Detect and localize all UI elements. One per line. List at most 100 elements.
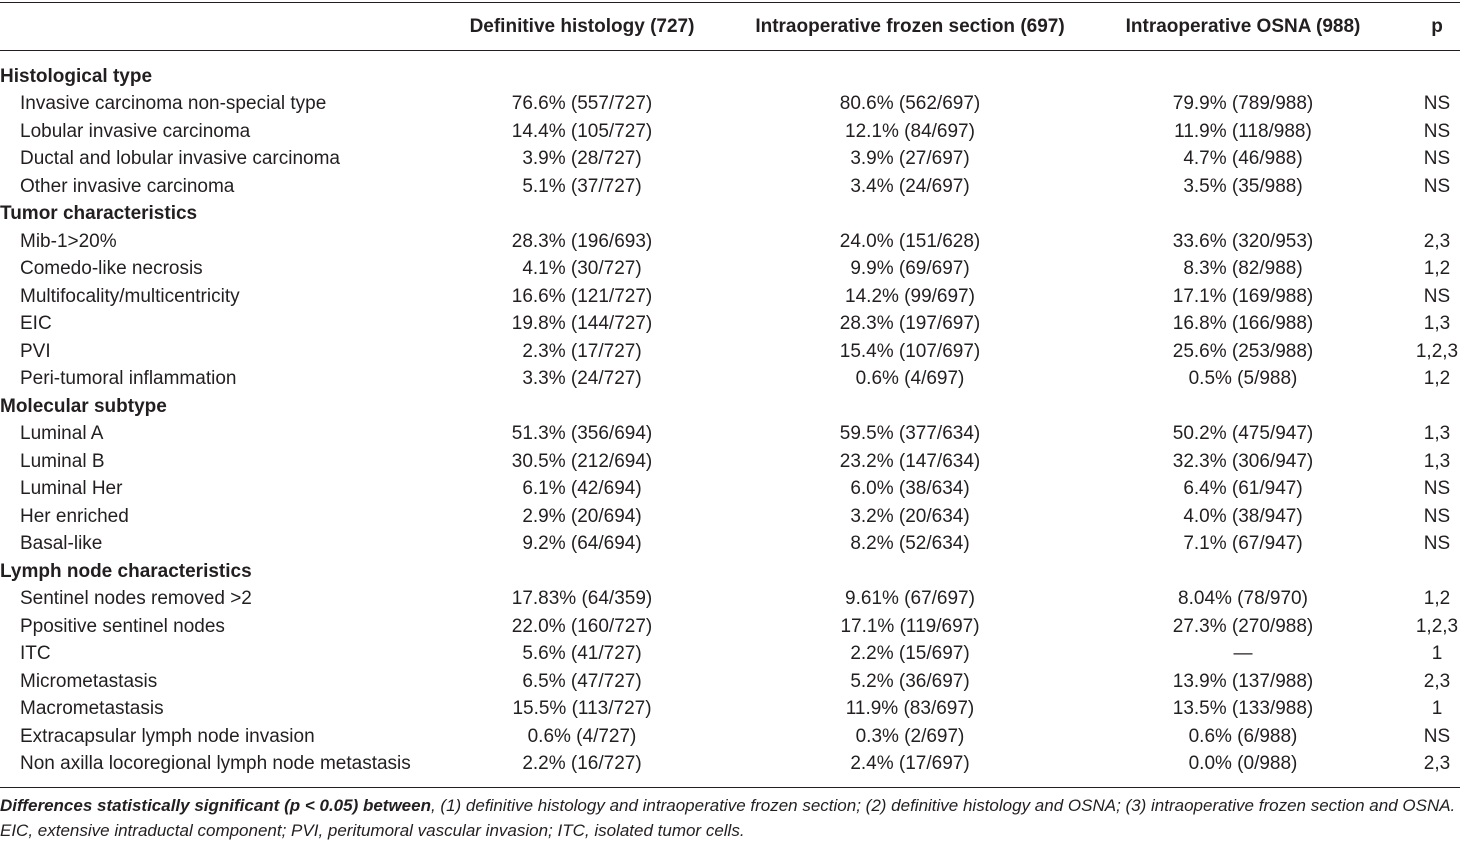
cell-definitive-histology: 6.1% (42/694) [522,478,642,499]
cell-p-value: 1,3 [1423,423,1451,444]
cell-frozen-section: 3.9% (27/697) [850,148,970,169]
row-label: Her enriched [20,505,129,527]
cell-p-value: NS [1423,148,1451,169]
footnote-bold-lead: Differences statistically significant (p… [0,796,431,815]
table-row: Ductal and lobular invasive carcinoma 3.9… [0,145,1460,173]
cell-osna: 4.0% (38/947) [1183,505,1303,527]
table-row: Extracapsular lymph node invasion 0.6% (4… [0,723,1460,751]
cell-definitive-histology: 15.5% (113/727) [512,698,652,719]
table-header-rule [0,50,1460,51]
cell-definitive-histology: 6.5% (47/727) [522,670,642,692]
cell-osna: 0.5% (5/988) [1188,368,1298,389]
cell-osna: 25.6% (253/988) [1172,340,1314,362]
row-label: Basal-like [20,533,103,554]
cell-definitive-histology: 14.4% (105/727) [511,120,653,142]
cell-p-value: 1 [1431,698,1443,719]
cell-frozen-section: 28.3% (197/697) [839,313,981,334]
cell-definitive-histology: 2.9% (20/694) [522,505,642,527]
cell-p-value: 1 [1431,643,1443,664]
table-row: Multifocality/multicentricity 16.6% (121/… [0,283,1460,311]
cell-p-value: NS [1423,533,1451,554]
cell-frozen-section: 14.2% (99/697) [845,285,975,307]
table-row: Luminal B 30.5% (212/694) 23.2% (147/634) 3… [0,448,1460,476]
table-row: Lobular invasive carcinoma 14.4% (105/727… [0,118,1460,146]
row-label: EIC [20,313,52,334]
cell-frozen-section: 2.4% (17/697) [850,753,970,774]
row-label: Ductal and lobular invasive carcinoma [20,148,340,169]
cell-osna: 7.1% (67/947) [1183,533,1303,554]
cell-frozen-section: 0.6% (4/697) [855,368,965,389]
table-row: PVI 2.3% (17/727) 15.4% (107/697) 25.6% (25… [0,338,1460,366]
cell-p-value: 1,3 [1423,313,1451,334]
header-definitive-histology: Definitive histology (727) [469,16,695,37]
table-row: Non axilla locoregional lymph node metas… [0,750,1460,778]
section-title: Tumor characteristics [0,203,198,224]
row-label: Multifocality/multicentricity [20,285,240,307]
table-row: Macrometastasis 15.5% (113/727) 11.9% (83/… [0,695,1460,723]
footnote-abbreviations: EIC, extensive intraductal component; PV… [0,821,745,840]
cell-frozen-section: 15.4% (107/697) [839,340,981,362]
cell-osna: 3.5% (35/988) [1183,175,1303,197]
table-top-rule [0,2,1460,3]
cell-definitive-histology: 2.2% (16/727) [522,753,642,774]
cell-frozen-section: 12.1% (84/697) [845,120,975,142]
cell-p-value: 1,3 [1423,450,1451,472]
cell-frozen-section: 0.3% (2/697) [855,725,965,747]
cell-p-value: 2,3 [1423,670,1451,692]
row-label: ITC [20,643,51,664]
cell-frozen-section: 6.0% (38/634) [850,478,970,499]
table-bottom-rule [0,787,1460,788]
table-row: Invasive carcinoma non-special type 76.6%… [0,90,1460,118]
table-row: Her enriched 2.9% (20/694) 3.2% (20/634) 4.… [0,503,1460,531]
cell-osna: 8.3% (82/988) [1183,258,1303,279]
cell-p-value: NS [1423,505,1451,527]
table-row: Mib-1>20% 28.3% (196/693) 24.0% (151/628) 3… [0,228,1460,256]
cell-p-value: 1,2 [1423,368,1451,389]
cell-frozen-section: 59.5% (377/634) [839,423,981,444]
cell-definitive-histology: 17.83% (64/359) [511,588,653,609]
cell-osna: — [1233,643,1253,664]
row-label: Luminal Her [20,478,123,499]
row-label: Lobular invasive carcinoma [20,120,251,142]
table-row: Luminal Her 6.1% (42/694) 6.0% (38/634) 6.4… [0,475,1460,503]
cell-osna: 17.1% (169/988) [1172,285,1314,307]
row-label: Comedo-like necrosis [20,258,203,279]
cell-frozen-section: 3.4% (24/697) [850,175,970,197]
cell-frozen-section: 17.1% (119/697) [840,615,980,637]
table-row: Basal-like 9.2% (64/694) 8.2% (52/634) 7.1%… [0,530,1460,558]
cell-p-value: NS [1423,478,1451,499]
cell-p-value: NS [1423,725,1451,747]
section-title: Molecular subtype [0,395,167,417]
footnote-significance: Differences statistically significant (p… [0,794,1460,818]
cell-osna: 11.9% (118/988) [1174,120,1312,142]
cell-osna: 79.9% (789/988) [1172,93,1314,114]
table-row: EIC 19.8% (144/727) 28.3% (197/697) 16.8% (… [0,310,1460,338]
row-label: Micrometastasis [20,670,158,692]
row-label: Macrometastasis [20,698,164,719]
cell-frozen-section: 11.9% (83/697) [845,698,975,719]
cell-p-value: 1,2 [1423,258,1451,279]
row-label: Extracapsular lymph node invasion [20,725,315,747]
table-row: Other invasive carcinoma 5.1% (37/727) 3.4… [0,173,1460,201]
cell-frozen-section: 9.61% (67/697) [845,588,975,609]
row-label: Luminal A [20,423,104,444]
section-title: Lymph node characteristics [0,560,252,582]
row-label: Sentinel nodes removed >2 [20,588,252,609]
cell-frozen-section: 9.9% (69/697) [850,258,970,279]
cell-osna: 8.04% (78/970) [1178,588,1308,609]
row-label: PVI [20,340,51,362]
cell-p-value: 2,3 [1423,230,1451,252]
cell-frozen-section: 24.0% (151/628) [839,230,981,252]
section-header-row: Tumor characteristics [0,200,1460,228]
row-label: Peri-tumoral inflammation [20,368,237,389]
cell-p-value: NS [1423,285,1451,307]
table-row: Comedo-like necrosis 4.1% (30/727) 9.9% (6… [0,255,1460,283]
cell-p-value: 1,2,3 [1415,615,1459,637]
header-osna: Intraoperative OSNA (988) [1125,16,1361,37]
cell-p-value: NS [1423,93,1451,114]
cell-definitive-histology: 2.3% (17/727) [522,340,642,362]
section-title: Histological type [0,65,153,87]
cell-frozen-section: 80.6% (562/697) [839,93,981,114]
cell-osna: 27.3% (270/988) [1172,615,1314,637]
cell-definitive-histology: 3.3% (24/727) [522,368,642,389]
